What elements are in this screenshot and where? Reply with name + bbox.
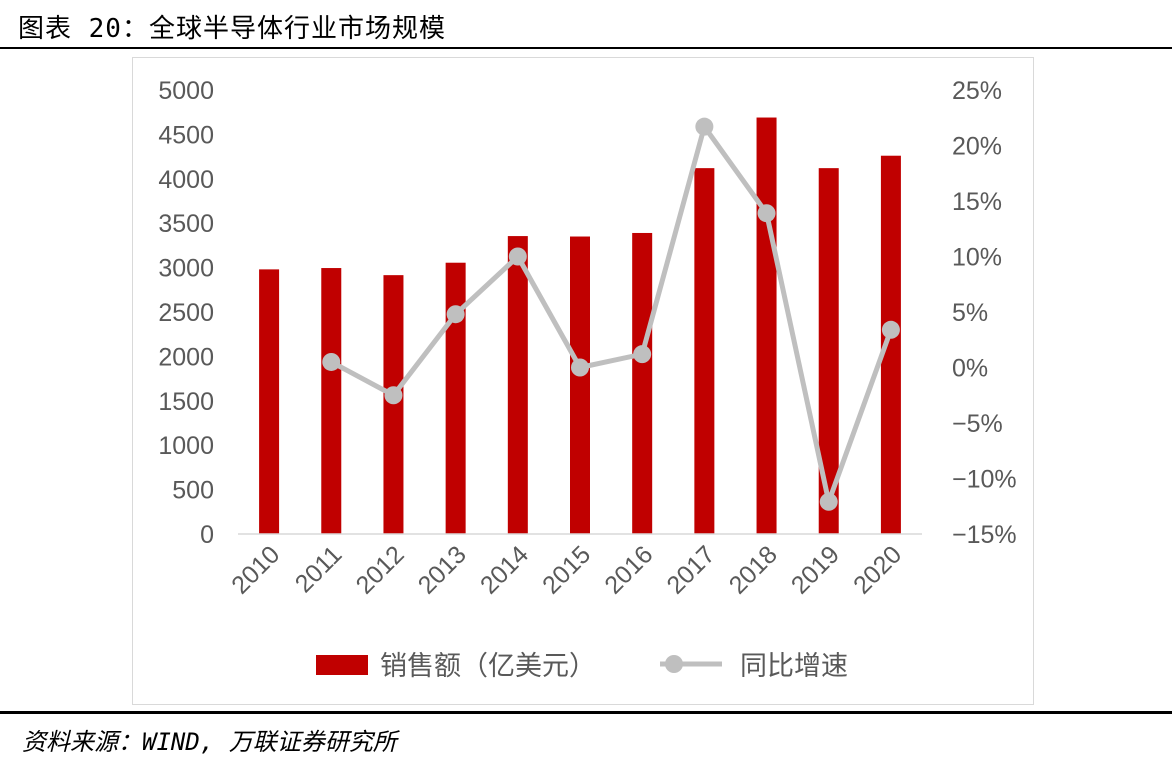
bar-2013 bbox=[445, 262, 466, 534]
bar-2020 bbox=[880, 155, 901, 534]
bar-2019 bbox=[818, 168, 839, 535]
line-layer bbox=[322, 117, 900, 511]
legend-bar-label: 销售额（亿美元） bbox=[380, 651, 596, 681]
x-tick-label: 2020 bbox=[848, 540, 907, 599]
left-tick-label: 5000 bbox=[158, 77, 214, 105]
right-tick-label: 10% bbox=[952, 244, 1002, 272]
growth-point-2013 bbox=[446, 305, 465, 324]
bar-2010 bbox=[259, 269, 280, 534]
bar-2016 bbox=[632, 232, 653, 534]
legend: 销售额（亿美元） 同比增速 bbox=[316, 651, 848, 681]
growth-point-2019 bbox=[819, 492, 838, 511]
legend-bar-swatch bbox=[316, 655, 368, 675]
x-tick-label: 2018 bbox=[724, 540, 783, 599]
x-tick-label: 2015 bbox=[537, 540, 596, 599]
left-tick-label: 2000 bbox=[158, 343, 214, 371]
right-tick-label: −10% bbox=[952, 466, 1017, 494]
x-tick-label: 2011 bbox=[290, 540, 348, 598]
bar-2014 bbox=[507, 236, 528, 535]
left-axis-ticks: 0 500 1000 1500 2000 2500 3000 3500 4000 4500 5000 bbox=[158, 77, 214, 549]
left-tick-label: 1500 bbox=[158, 388, 214, 416]
growth-point-2014 bbox=[508, 247, 527, 266]
figure-title: 图表 20：全球半导体行业市场规模 bbox=[18, 14, 446, 44]
source-note: 资料来源：WIND, 万联证券研究所 bbox=[22, 728, 397, 756]
bar-2018 bbox=[756, 117, 777, 534]
x-tick-label: 2017 bbox=[661, 540, 720, 599]
growth-line bbox=[330, 124, 894, 505]
left-tick-label: 2500 bbox=[158, 299, 214, 327]
bar-2017 bbox=[694, 168, 715, 535]
x-tick-label: 2012 bbox=[351, 540, 410, 599]
chart-frame bbox=[132, 57, 1034, 705]
right-tick-label: 0% bbox=[952, 355, 988, 383]
right-tick-label: −5% bbox=[952, 410, 1003, 438]
growth-point-2017 bbox=[695, 117, 714, 136]
top-rule bbox=[0, 47, 1172, 49]
right-axis-ticks: −15% −10% −5% 0% 5% 10% 15% 20% 25% bbox=[952, 77, 1017, 549]
left-tick-label: 3500 bbox=[158, 210, 214, 238]
left-tick-label: 500 bbox=[172, 477, 214, 505]
right-tick-label: 15% bbox=[952, 188, 1002, 216]
bar-2012 bbox=[383, 275, 404, 534]
x-tick-label: 2016 bbox=[599, 540, 658, 599]
x-tick-label: 2010 bbox=[226, 540, 285, 599]
growth-point-2012 bbox=[384, 386, 403, 405]
right-tick-label: 20% bbox=[952, 133, 1002, 161]
legend-line-label: 同比增速 bbox=[740, 651, 848, 681]
bars-layer bbox=[238, 117, 922, 535]
right-tick-label: 25% bbox=[952, 77, 1002, 105]
left-tick-label: 4000 bbox=[158, 166, 214, 194]
x-tick-label: 2013 bbox=[413, 540, 472, 599]
growth-point-2011 bbox=[322, 352, 341, 371]
title-bar: 图表 20：全球半导体行业市场规模 bbox=[0, 0, 1172, 48]
left-tick-label: 1000 bbox=[158, 432, 214, 460]
x-tick-label: 2019 bbox=[786, 540, 845, 599]
growth-point-2016 bbox=[633, 345, 652, 364]
left-tick-label: 0 bbox=[200, 521, 214, 549]
left-tick-label: 4500 bbox=[158, 121, 214, 149]
right-tick-label: 5% bbox=[952, 299, 988, 327]
right-tick-label: −15% bbox=[952, 521, 1017, 549]
growth-point-2020 bbox=[881, 320, 900, 339]
bottom-rule bbox=[0, 711, 1172, 714]
legend-line-marker bbox=[665, 655, 683, 673]
growth-point-2015 bbox=[571, 358, 589, 377]
bar-2011 bbox=[321, 268, 342, 534]
left-tick-label: 3000 bbox=[158, 255, 214, 283]
x-tick-label: 2014 bbox=[475, 540, 534, 599]
bar-2015 bbox=[570, 236, 590, 534]
growth-point-2018 bbox=[757, 204, 776, 223]
x-axis-ticks: 2010 2011 2012 2013 2014 2015 2016 2017 2018 2019… bbox=[226, 540, 907, 599]
